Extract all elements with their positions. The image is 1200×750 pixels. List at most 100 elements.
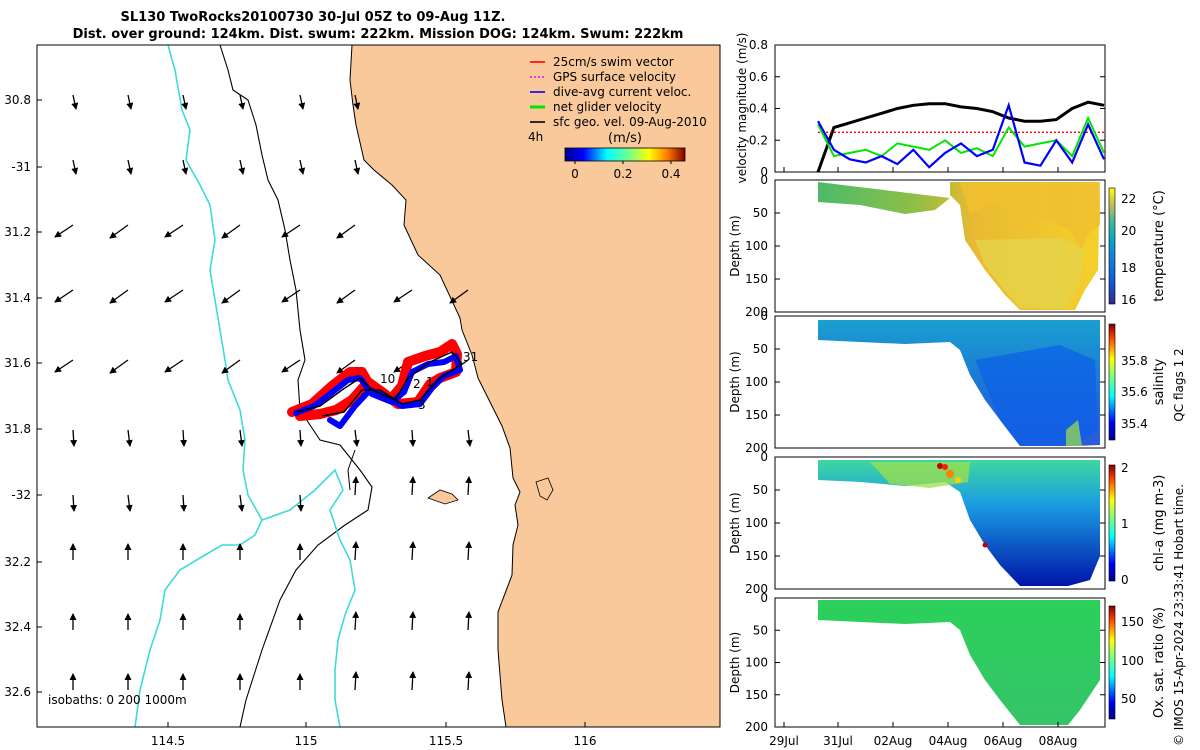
colorbar-tick-label: 35.6 bbox=[1121, 385, 1148, 399]
velocity-y-tick-label: 0.8 bbox=[749, 38, 768, 52]
time-tick-label: 08Aug bbox=[1039, 734, 1078, 748]
track-day-label: 2 bbox=[413, 377, 421, 391]
velocity-panel: 0 0.2 0.4 0.6 0.8 velocity magnitude (m/s) bbox=[735, 33, 1106, 184]
land-mass bbox=[349, 45, 720, 727]
geo-velocity-arrow bbox=[281, 289, 301, 303]
chla-field bbox=[818, 460, 1100, 586]
depth-tick-label: 0 bbox=[760, 591, 768, 605]
geo-velocity-arrow bbox=[164, 224, 184, 238]
chla-panel bbox=[774, 456, 1106, 590]
geo-velocity-arrow bbox=[71, 159, 79, 175]
geo-velocity-arrow bbox=[237, 494, 245, 512]
qc-flags-label: QC flags 1 2 bbox=[1172, 348, 1186, 421]
geo-velocity-arrow bbox=[465, 671, 473, 691]
geo-velocity-arrow bbox=[181, 94, 189, 110]
geo-velocity-arrow bbox=[465, 611, 473, 631]
section-colorbar bbox=[1108, 464, 1116, 582]
colorbar-tick-label: 2 bbox=[1121, 461, 1129, 475]
velocity-ylabel: velocity magnitude (m/s) bbox=[735, 33, 749, 184]
velocity-y-tick-label: 0.2 bbox=[749, 133, 768, 147]
depth-tick-label: 100 bbox=[745, 375, 768, 389]
geo-velocity-arrow bbox=[409, 429, 417, 447]
map-panel: 31 1 10 2 3 30.8-3131.231.431.631.8-3232… bbox=[4, 44, 721, 748]
geo-velocity-arrow bbox=[465, 429, 473, 447]
colorbar-tick-label: 18 bbox=[1121, 261, 1136, 275]
geo-velocity-arrow bbox=[54, 359, 74, 373]
depth-tick-label: 50 bbox=[753, 342, 768, 356]
geo-velocity-arrow bbox=[164, 359, 184, 373]
colorbar-tick-label: 150 bbox=[1121, 615, 1144, 629]
velocity-colorbar bbox=[564, 147, 686, 162]
colorbar-tick-label: 0 bbox=[1121, 573, 1129, 587]
depth-tick-label: 150 bbox=[745, 408, 768, 422]
geo-velocity-arrow bbox=[126, 94, 134, 110]
map-y-tick-label: 31.2 bbox=[4, 225, 31, 239]
geo-velocity-arrow bbox=[409, 671, 417, 691]
map-y-tick-label: 31.4 bbox=[4, 291, 31, 305]
geo-velocity-arrow bbox=[297, 429, 305, 447]
section-panels: 0 50 100 150 200 Depth (m) 0 50 100 150 200 Depth (… bbox=[728, 173, 1167, 734]
depth-tick-label: 200 bbox=[745, 582, 768, 596]
geo-velocity-arrow bbox=[336, 289, 356, 304]
geo-velocity-arrow bbox=[409, 476, 417, 496]
geo-velocity-arrow bbox=[70, 429, 78, 447]
geo-velocity-arrow bbox=[109, 289, 129, 304]
rottnest-island bbox=[427, 489, 459, 505]
isobath-0m bbox=[347, 449, 356, 491]
geo-velocity-arrow bbox=[70, 494, 78, 512]
section-colorbar-label: Ox. sat. ratio (%) bbox=[1152, 607, 1167, 718]
velocity-colorbar-ticks: 0 0.2 0.4 bbox=[571, 161, 681, 181]
map-y-tick-label: 30.8 bbox=[4, 93, 31, 107]
geo-velocity-arrow bbox=[109, 359, 129, 374]
geo-velocity-arrow bbox=[238, 159, 246, 175]
geo-velocity-arrow bbox=[221, 289, 241, 304]
depth-tick-label: 100 bbox=[745, 516, 768, 530]
geo-velocity-arrow bbox=[352, 671, 360, 691]
depth-axis-label: Depth (m) bbox=[728, 351, 742, 412]
geo-velocity-arrow bbox=[238, 94, 246, 110]
oxygen-field bbox=[818, 600, 1100, 725]
time-tick-label: 04Aug bbox=[929, 734, 968, 748]
isobath-1000m bbox=[134, 45, 356, 727]
colorbar-tick-label: 22 bbox=[1121, 192, 1136, 206]
geo-velocity-arrow bbox=[180, 429, 188, 447]
track-day-label: 10 bbox=[380, 372, 395, 386]
time-tick-label: 29Jul bbox=[769, 734, 799, 748]
legend-label: sfc geo. vel. 09-Aug-2010 bbox=[553, 115, 707, 129]
depth-tick-label: 200 bbox=[745, 305, 768, 319]
oxygen-panel bbox=[774, 597, 1106, 728]
colorbar-tick-label: 100 bbox=[1121, 654, 1144, 668]
velocity-y-axis: 0 0.2 0.4 0.6 0.8 bbox=[749, 38, 1105, 179]
depth-axis-label: Depth (m) bbox=[728, 215, 742, 276]
depth-tick-label: 150 bbox=[745, 272, 768, 286]
section-colorbar bbox=[1108, 187, 1116, 305]
velocity-series-line bbox=[816, 100, 1105, 173]
depth-tick-label: 100 bbox=[745, 239, 768, 253]
colorbar-tick-label: 50 bbox=[1121, 692, 1136, 706]
geo-velocity-arrow bbox=[409, 611, 417, 631]
geo-velocity-arrow bbox=[125, 429, 133, 447]
colorbar-tick-label: 0.4 bbox=[661, 167, 680, 181]
map-x-tick-label: 114.5 bbox=[151, 734, 185, 748]
map-x-tick-label: 115 bbox=[295, 734, 318, 748]
geo-velocity-arrow bbox=[352, 476, 360, 496]
geo-velocity-arrow bbox=[352, 429, 360, 447]
map-y-tick-label: 32.6 bbox=[4, 685, 31, 699]
track-day-label: 3 bbox=[418, 398, 426, 412]
geo-velocity-arrow bbox=[353, 94, 361, 110]
figure-title-line1: SL130 TwoRocks20100730 30-Jul 05Z to 09-… bbox=[121, 10, 506, 25]
geo-velocity-arrow bbox=[71, 94, 79, 110]
geo-velocity-arrow bbox=[164, 289, 184, 303]
figure-title-line2: Dist. over ground: 124km. Dist. swum: 22… bbox=[73, 27, 684, 42]
geo-velocity-arrow bbox=[281, 359, 301, 373]
geo-velocity-arrow bbox=[465, 476, 473, 496]
depth-tick-label: 0 bbox=[760, 173, 768, 187]
velocity-y-tick-label: 0 bbox=[760, 165, 768, 179]
geo-velocity-arrow bbox=[393, 289, 413, 303]
track-day-label: 1 bbox=[426, 375, 434, 389]
geo-velocity-arrow bbox=[336, 224, 356, 239]
colorbar-tick-label: 1 bbox=[1121, 517, 1129, 531]
velocity-series bbox=[816, 100, 1106, 173]
